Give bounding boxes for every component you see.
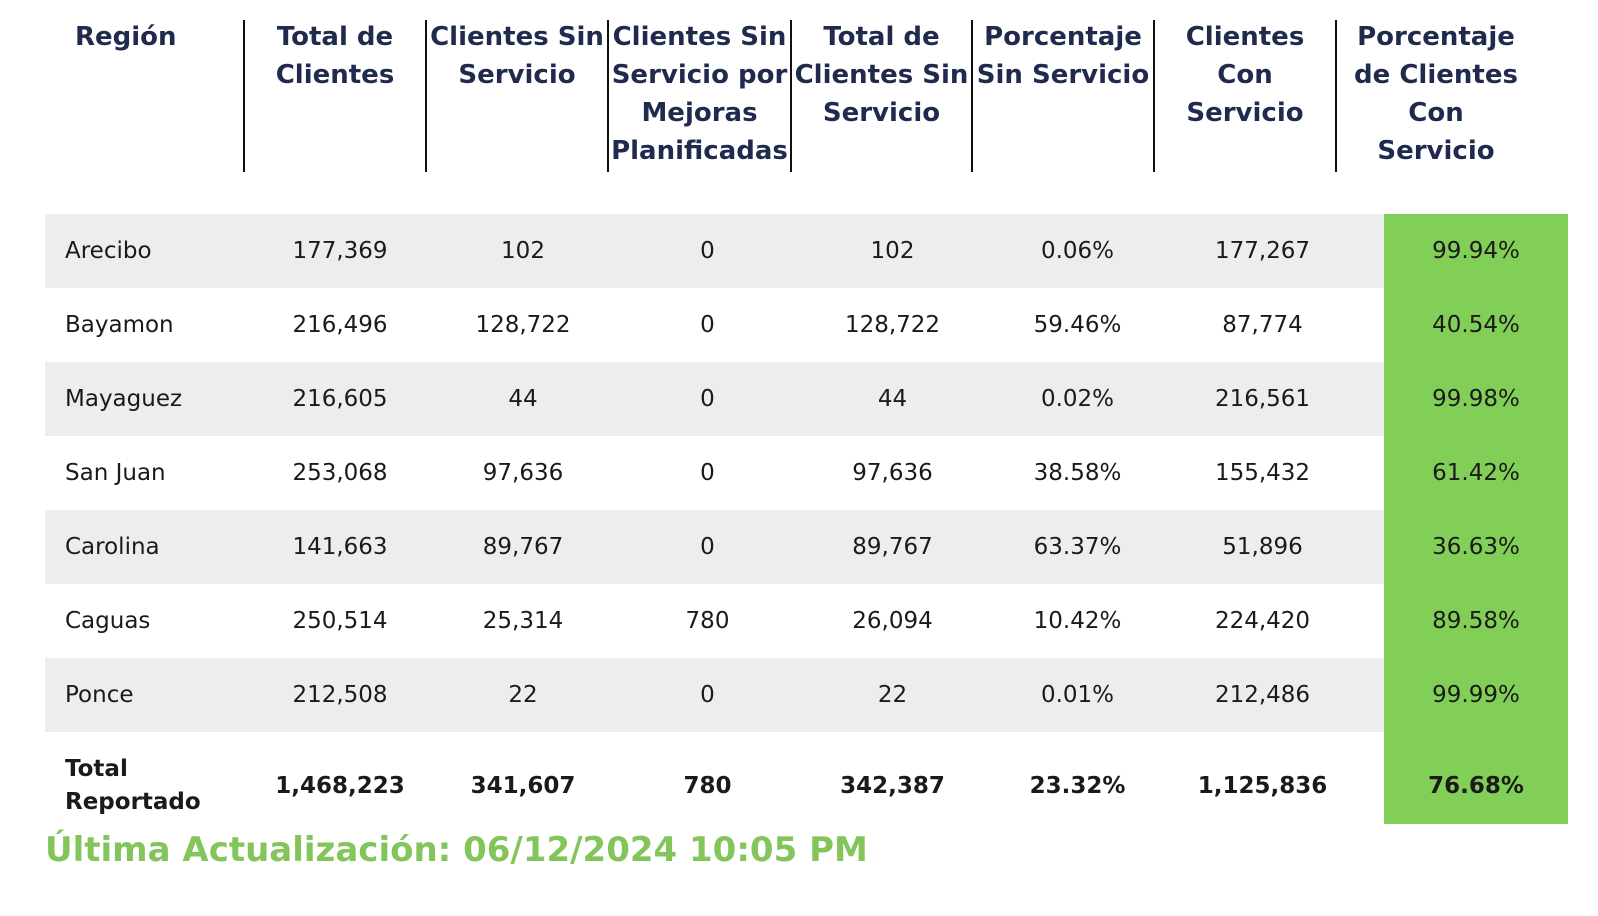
header-divider xyxy=(607,20,609,172)
cell-percent-without: 0.06% xyxy=(1040,238,1115,264)
cell-percent-with: 76.68% xyxy=(1428,773,1524,799)
table-row: Ponce 212,508 22 0 22 0.01% 212,486 99.9… xyxy=(45,658,1568,732)
cell-percent-with: 89.58% xyxy=(1432,608,1520,634)
cell-region: Mayaguez xyxy=(65,386,183,412)
cell-percent-with: 61.42% xyxy=(1432,460,1520,486)
cell-total-clients: 1,468,223 xyxy=(275,773,405,799)
cell-total-without-service: 128,722 xyxy=(844,312,941,338)
header-percent-without-service: Porcentaje Sin Servicio xyxy=(976,22,1150,90)
cell-percent-with: 36.63% xyxy=(1432,534,1520,560)
cell-percent-with: 40.54% xyxy=(1432,312,1520,338)
cell-with-service: 216,561 xyxy=(1214,386,1311,412)
header-divider xyxy=(1335,20,1337,172)
cell-with-service: 224,420 xyxy=(1214,608,1311,634)
header-divider xyxy=(243,20,245,172)
cell-percent-without: 0.01% xyxy=(1040,682,1115,708)
cell-without-service: 102 xyxy=(501,238,545,264)
cell-planned: 780 xyxy=(685,608,730,634)
cell-without-service: 97,636 xyxy=(482,460,564,486)
table-row: Mayaguez 216,605 44 0 44 0.02% 216,561 9… xyxy=(45,362,1568,436)
cell-total-without-service: 44 xyxy=(877,386,908,412)
table-row: Arecibo 177,369 102 0 102 0.06% 177,267 … xyxy=(45,214,1568,288)
header-divider xyxy=(425,20,427,172)
data-table: Arecibo 177,369 102 0 102 0.06% 177,267 … xyxy=(45,214,1568,840)
header-clients-with-service: Clientes Con Servicio xyxy=(1185,22,1305,128)
cell-percent-with: 99.99% xyxy=(1432,682,1520,708)
table-header: Región Total de Clientes Clientes Sin Se… xyxy=(45,18,1565,175)
cell-total-clients: 216,496 xyxy=(292,312,388,338)
cell-percent-with: 99.98% xyxy=(1432,386,1520,412)
cell-percent-without: 59.46% xyxy=(1033,312,1122,338)
header-planned-outages: Clientes Sin Servicio por Mejoras Planif… xyxy=(611,22,788,166)
cell-percent-without: 10.42% xyxy=(1033,608,1122,634)
table-row: Caguas 250,514 25,314 780 26,094 10.42% … xyxy=(45,584,1568,658)
cell-total-without-service: 89,767 xyxy=(852,534,933,560)
cell-total-label: Total Reportado xyxy=(65,756,201,815)
cell-without-service: 25,314 xyxy=(482,608,564,634)
header-total-clients: Total de Clientes xyxy=(275,22,395,90)
header-divider xyxy=(1153,20,1155,172)
cell-planned: 0 xyxy=(700,534,715,560)
cell-total-without-service: 102 xyxy=(870,238,915,264)
cell-percent-without: 23.32% xyxy=(1029,773,1126,799)
cell-region: Caguas xyxy=(65,608,151,634)
cell-region: Carolina xyxy=(65,534,160,560)
total-row: Total Reportado 1,468,223 341,607 780 34… xyxy=(45,732,1568,840)
cell-without-service: 128,722 xyxy=(475,312,571,338)
cell-with-service: 87,774 xyxy=(1222,312,1303,338)
cell-total-clients: 212,508 xyxy=(292,682,388,708)
cell-planned: 0 xyxy=(700,386,715,412)
cell-total-clients: 141,663 xyxy=(292,534,388,560)
cell-percent-without: 0.02% xyxy=(1040,386,1115,412)
cell-with-service: 1,125,836 xyxy=(1197,773,1328,799)
cell-with-service: 212,486 xyxy=(1214,682,1311,708)
cell-total-without-service: 26,094 xyxy=(852,608,933,634)
cell-percent-without: 63.37% xyxy=(1033,534,1122,560)
cell-region: San Juan xyxy=(65,460,166,486)
cell-total-clients: 216,605 xyxy=(292,386,388,412)
cell-without-service: 22 xyxy=(508,682,538,708)
header-divider xyxy=(971,20,973,172)
cell-region: Ponce xyxy=(65,682,134,708)
last-update-text: Última Actualización: 06/12/2024 10:05 P… xyxy=(45,830,868,870)
cell-with-service: 177,267 xyxy=(1214,238,1311,264)
cell-percent-with: 99.94% xyxy=(1432,238,1520,264)
cell-total-clients: 177,369 xyxy=(292,238,388,264)
cell-without-service: 341,607 xyxy=(470,773,576,799)
header-clients-without-service: Clientes Sin Servicio xyxy=(430,22,604,90)
cell-planned: 0 xyxy=(700,312,715,338)
cell-percent-without: 38.58% xyxy=(1033,460,1122,486)
cell-with-service: 155,432 xyxy=(1214,460,1311,486)
cell-region: Arecibo xyxy=(65,238,152,264)
cell-without-service: 89,767 xyxy=(482,534,564,560)
cell-total-clients: 250,514 xyxy=(292,608,388,634)
cell-total-without-service: 22 xyxy=(877,682,908,708)
highlight-column xyxy=(1384,214,1568,824)
table-row: San Juan 253,068 97,636 0 97,636 38.58% … xyxy=(45,436,1568,510)
header-percent-with-service: Porcentaje de Clientes Con Servicio xyxy=(1354,22,1518,166)
header-region: Región xyxy=(75,22,177,52)
cell-total-without-service: 97,636 xyxy=(852,460,933,486)
cell-planned: 0 xyxy=(700,682,715,708)
header-total-without-service: Total de Clientes Sin Servicio xyxy=(794,22,969,128)
cell-region: Bayamon xyxy=(65,312,174,338)
cell-planned: 780 xyxy=(683,773,732,799)
header-divider xyxy=(790,20,792,172)
table-row: Bayamon 216,496 128,722 0 128,722 59.46%… xyxy=(45,288,1568,362)
cell-total-without-service: 342,387 xyxy=(840,773,945,799)
cell-planned: 0 xyxy=(700,460,715,486)
cell-without-service: 44 xyxy=(508,386,538,412)
cell-with-service: 51,896 xyxy=(1222,534,1303,560)
cell-total-clients: 253,068 xyxy=(292,460,388,486)
table-row: Carolina 141,663 89,767 0 89,767 63.37% … xyxy=(45,510,1568,584)
cell-planned: 0 xyxy=(700,238,715,264)
